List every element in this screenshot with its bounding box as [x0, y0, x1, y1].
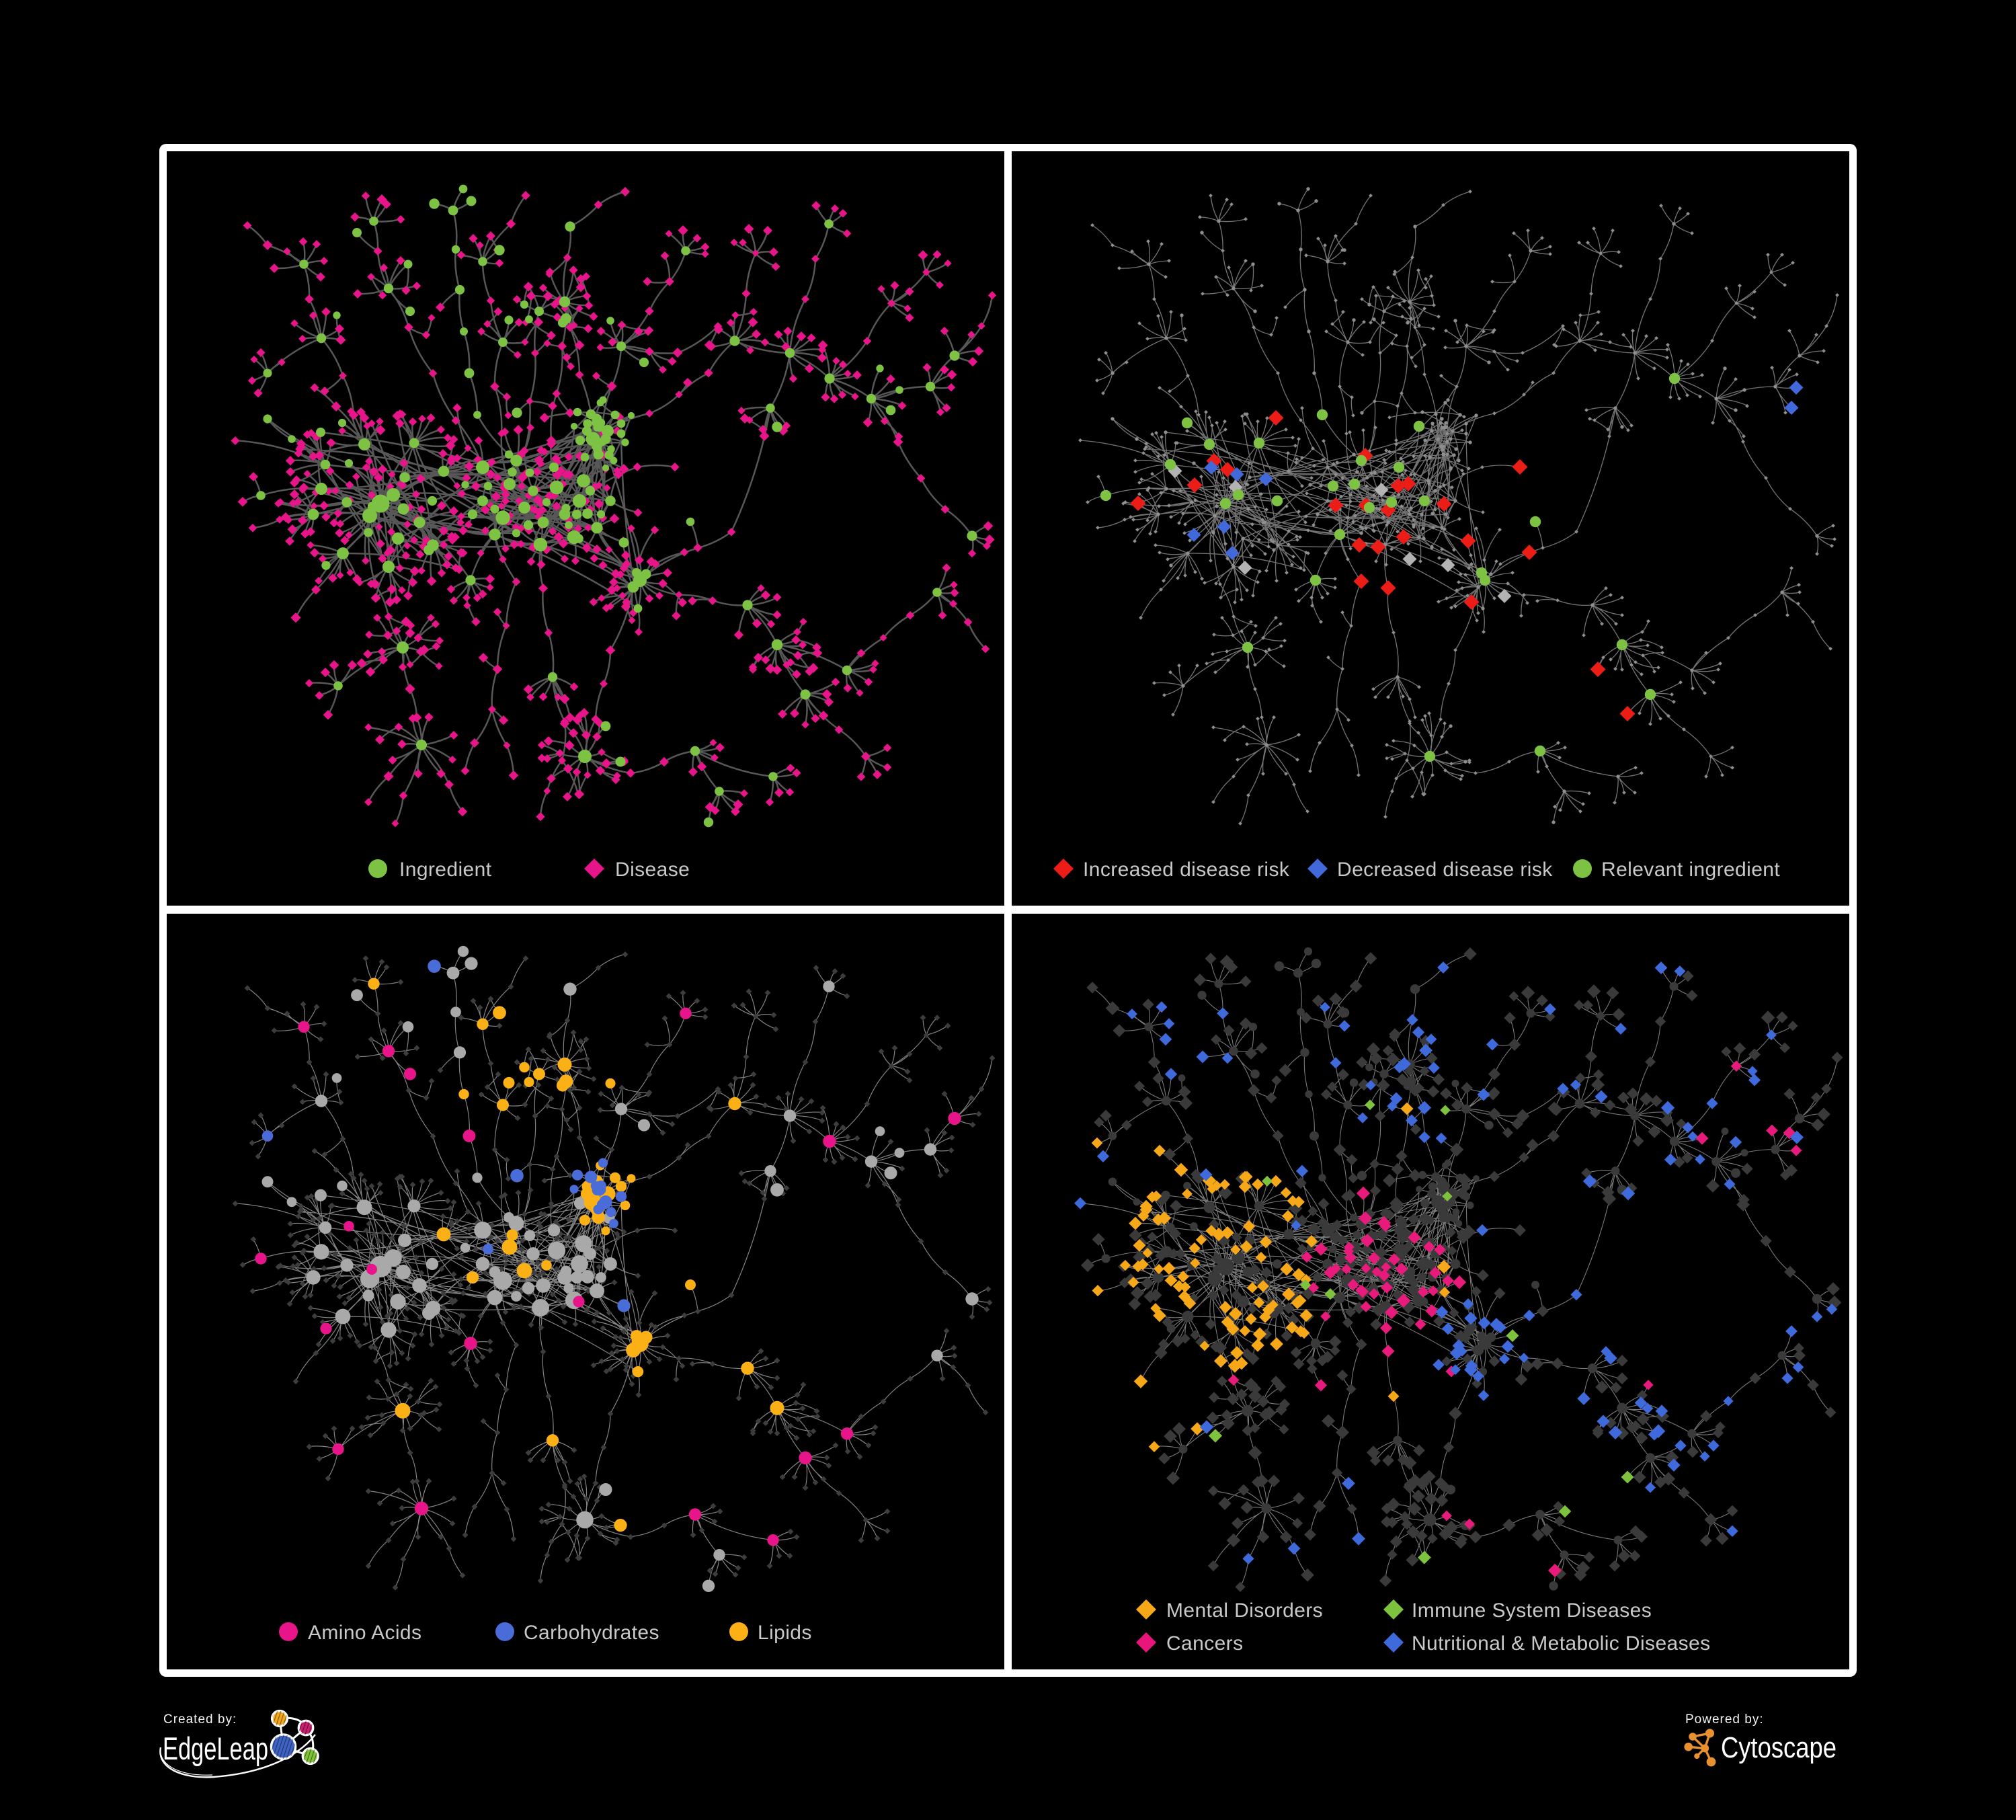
svg-text:Lipids: Lipids [758, 1622, 812, 1644]
svg-text:Created by:: Created by: [163, 1712, 237, 1727]
svg-text:Nutritional & Metabolic Diseas: Nutritional & Metabolic Diseases [1412, 1632, 1710, 1655]
svg-text:Cytoscape: Cytoscape [1721, 1731, 1837, 1764]
svg-text:Decreased disease risk: Decreased disease risk [1337, 859, 1553, 881]
svg-text:Increased disease risk: Increased disease risk [1083, 859, 1290, 881]
svg-text:Powered by:: Powered by: [1685, 1712, 1764, 1727]
svg-text:Immune System Diseases: Immune System Diseases [1412, 1599, 1652, 1622]
svg-text:Amino Acids: Amino Acids [308, 1622, 421, 1644]
svg-text:EdgeLeap: EdgeLeap [163, 1731, 268, 1766]
svg-text:Carbohydrates: Carbohydrates [524, 1622, 659, 1644]
svg-text:Mental Disorders: Mental Disorders [1166, 1599, 1323, 1622]
svg-text:Cancers: Cancers [1166, 1632, 1243, 1655]
svg-text:Ingredient: Ingredient [399, 859, 492, 881]
svg-text:Disease: Disease [615, 859, 690, 881]
svg-text:Relevant ingredient: Relevant ingredient [1601, 859, 1780, 881]
